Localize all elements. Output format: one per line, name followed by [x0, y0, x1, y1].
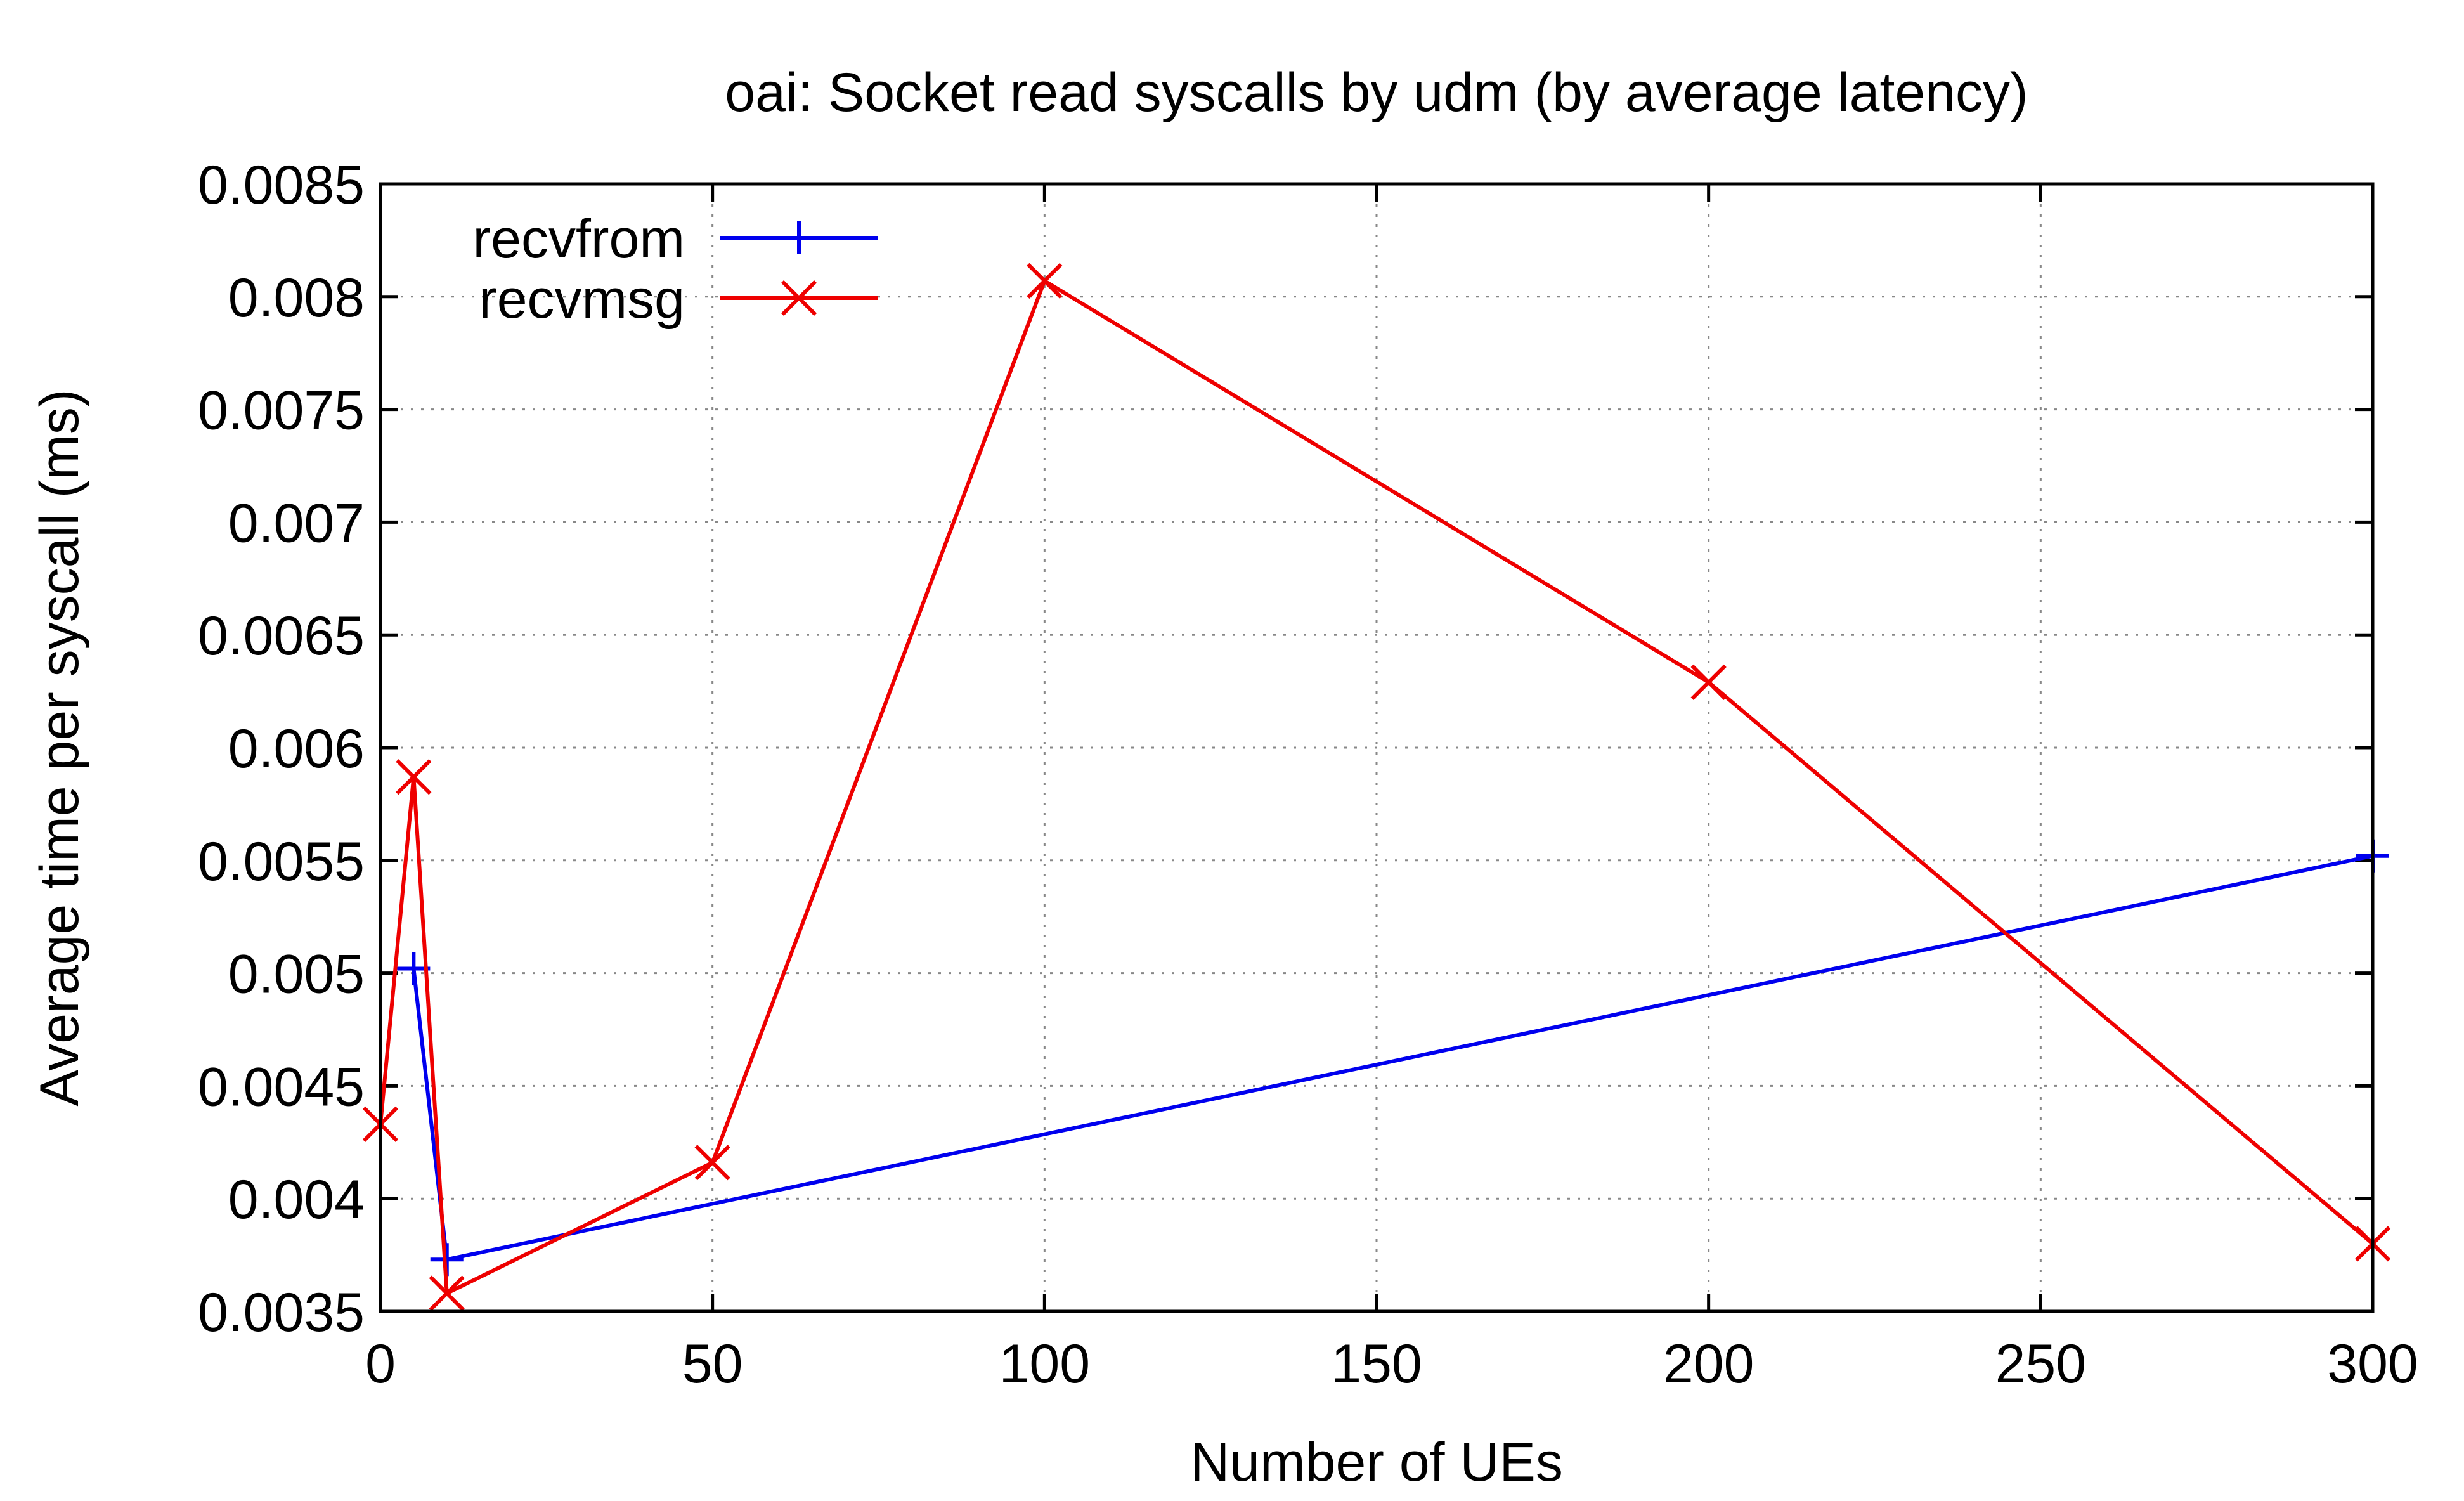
legend-label-recvmsg: recvmsg: [479, 269, 685, 330]
y-tick-label: 0.0065: [198, 606, 365, 666]
y-axis-label: Average time per syscall (ms): [29, 389, 90, 1106]
chart-title: oai: Socket read syscalls by udm (by ave…: [725, 62, 2028, 123]
y-tick-label: 0.006: [228, 718, 365, 779]
series-lines: [362, 263, 2391, 1311]
data-point-recvmsg: [396, 759, 432, 795]
grid: [380, 184, 2373, 1311]
x-tick-label: 50: [682, 1334, 743, 1394]
y-tick-label: 0.007: [228, 493, 365, 554]
data-point-recvmsg: [694, 1145, 730, 1181]
y-tick-label: 0.0055: [198, 831, 365, 892]
y-tick-label: 0.005: [228, 944, 365, 1005]
x-tick-label: 150: [1331, 1334, 1422, 1394]
y-tick-label: 0.008: [228, 268, 365, 328]
plot-frame: [379, 182, 2375, 1313]
data-point-recvmsg: [1027, 263, 1063, 299]
x-tick-label: 200: [1663, 1334, 1754, 1394]
y-tick-label: 0.004: [228, 1169, 365, 1230]
y-tick-label: 0.0085: [198, 155, 365, 216]
legend-label-recvfrom: recvfrom: [473, 209, 685, 270]
data-point-recvmsg: [1690, 664, 1727, 700]
y-tick-label: 0.0035: [198, 1282, 365, 1343]
axis-ticks: 0.0035 0.004 0.0045 0.005 0.0055 0.006 0.0065 0…: [198, 155, 2418, 1394]
y-tick-label: 0.0075: [198, 380, 365, 441]
legend-marker-recvmsg: [781, 280, 817, 316]
x-axis-label: Number of UEs: [1190, 1432, 1563, 1493]
x-tick-label: 0: [365, 1334, 396, 1394]
x-tick-label: 250: [1995, 1334, 2087, 1394]
y-tick-label: 0.0045: [198, 1056, 365, 1117]
x-tick-label: 300: [2327, 1334, 2418, 1394]
x-tick-label: 100: [999, 1334, 1091, 1394]
data-point-recvmsg: [429, 1275, 465, 1311]
